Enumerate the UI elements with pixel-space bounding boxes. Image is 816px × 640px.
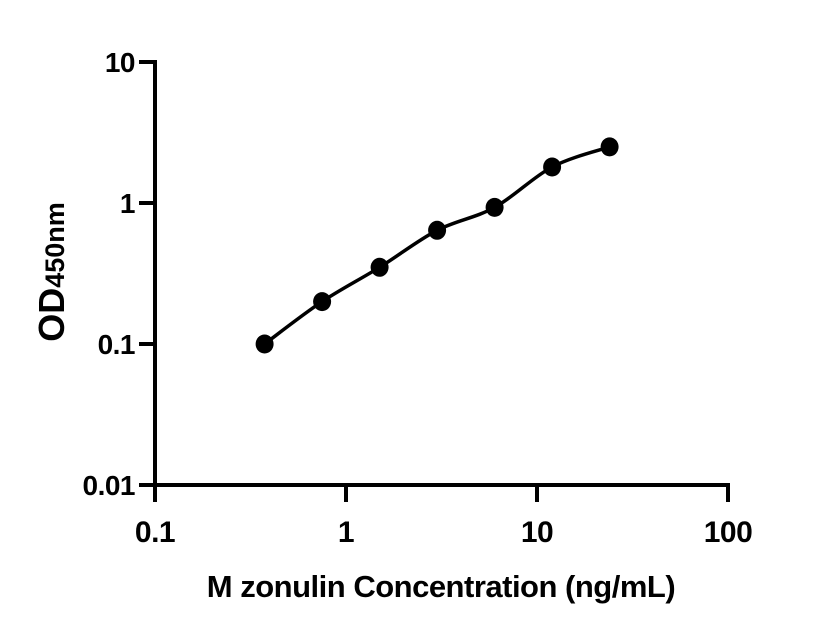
- y-tick-label: 10: [105, 47, 135, 78]
- x-tick-label: 100: [704, 516, 753, 549]
- y-axis-title-subscript: 450nm: [40, 202, 70, 288]
- axes-layer: [139, 60, 730, 502]
- x-tick-label: 1: [338, 516, 354, 549]
- tick-label-layer: 10 1 0.1 0.01 0.1 1 10 100: [83, 47, 753, 549]
- data-point: [313, 292, 332, 312]
- data-point: [485, 197, 504, 217]
- x-axis-title: M zonulin Concentration (ng/mL): [207, 569, 675, 604]
- y-tick-label: 0.1: [98, 329, 135, 360]
- y-axis-title-main: OD: [31, 288, 72, 342]
- y-tick-label: 1: [120, 188, 135, 219]
- data-point: [428, 220, 447, 240]
- fit-curve: [263, 145, 611, 346]
- fit-curve-layer: [263, 145, 611, 346]
- y-axis-title: OD450nm: [31, 202, 72, 342]
- data-point: [370, 257, 389, 277]
- data-point: [543, 157, 562, 177]
- x-tick-label: 10: [521, 516, 553, 549]
- x-tick-label: 0.1: [135, 516, 175, 549]
- data-point: [600, 137, 619, 157]
- data-point: [255, 334, 274, 354]
- y-tick-label: 0.01: [83, 470, 136, 501]
- data-point-layer: [255, 137, 619, 354]
